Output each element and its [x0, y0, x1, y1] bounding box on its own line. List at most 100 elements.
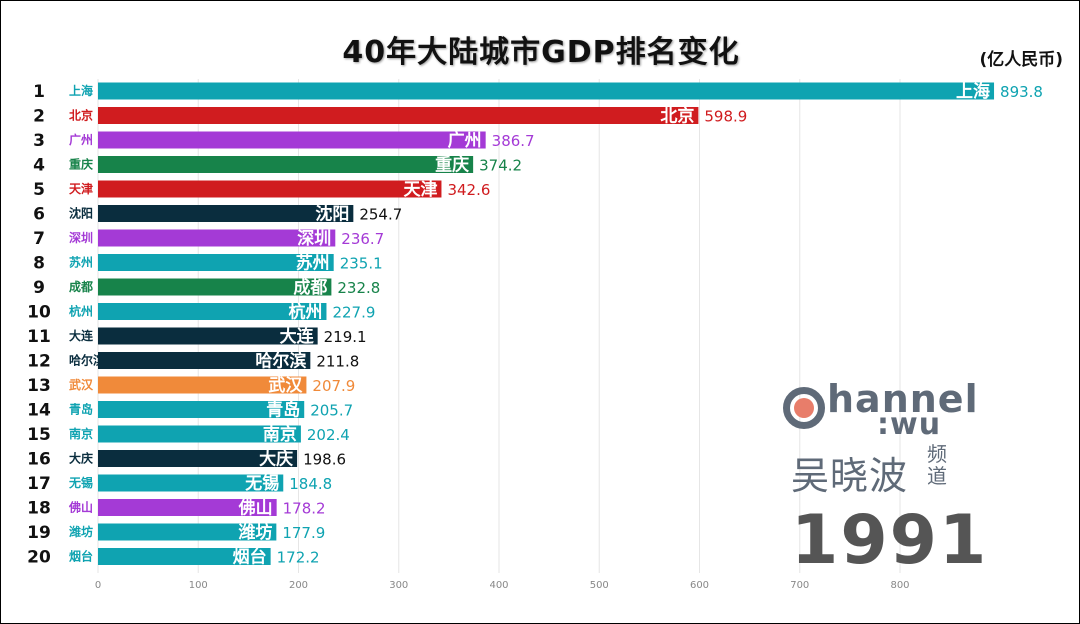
city-axis-label: 青岛 [69, 402, 93, 417]
bar-city-label: 武汉 [268, 375, 303, 396]
rank-label: 13 [27, 376, 51, 396]
bar [98, 548, 271, 565]
rank-label: 14 [27, 401, 51, 421]
x-tick-label: 600 [690, 580, 709, 591]
value-label: 232.8 [337, 279, 380, 297]
bar [98, 450, 298, 467]
bar [98, 82, 995, 100]
bar-city-label: 大连 [280, 326, 315, 347]
city-axis-label: 大庆 [69, 451, 93, 466]
value-label: 178.2 [283, 500, 326, 518]
bar [98, 474, 284, 492]
value-label: 227.9 [332, 304, 375, 322]
city-axis-label: 潍坊 [68, 524, 93, 539]
value-label: 235.1 [340, 255, 383, 273]
rank-label: 19 [27, 523, 51, 543]
x-tick-label: 300 [389, 580, 408, 591]
rank-label: 7 [33, 229, 45, 249]
rank-label: 17 [27, 474, 51, 494]
bar [98, 303, 327, 320]
rank-label: 9 [33, 278, 45, 298]
bar [98, 523, 277, 541]
bar-city-label: 佛山 [238, 498, 273, 519]
x-tick-label: 700 [790, 580, 809, 591]
value-label: 893.8 [1000, 83, 1043, 101]
bar-city-label: 深圳 [297, 228, 331, 249]
bars-group: 1 上海 上海 893.8 2 北京 北京 598.9 3 广州 广州 386.7 4 重庆 重庆 374.2… [27, 81, 1043, 568]
city-axis-label: 南京 [69, 426, 93, 441]
bar-city-label: 青岛 [266, 400, 300, 421]
city-axis-label: 杭州 [69, 304, 93, 319]
bar-city-label: 潍坊 [238, 522, 272, 543]
value-label: 205.7 [310, 402, 353, 420]
city-axis-label: 广州 [69, 132, 93, 147]
bar-city-label: 杭州 [288, 302, 322, 323]
bar-city-label: 重庆 [435, 155, 469, 176]
bar-city-label: 成都 [293, 277, 327, 298]
rank-label: 3 [33, 131, 45, 151]
bar [98, 180, 442, 198]
logo-chinese-name: 吴晓波 [791, 454, 909, 498]
value-label: 177.9 [282, 524, 325, 542]
bar-city-label: 苏州 [296, 253, 330, 274]
city-axis-label: 成都 [69, 279, 93, 294]
city-axis-label: 无锡 [68, 475, 93, 490]
city-axis-label: 沈阳 [69, 206, 93, 221]
bar-city-label: 广州 [448, 130, 482, 151]
rank-label: 4 [33, 156, 45, 176]
value-label: 207.9 [312, 377, 355, 395]
city-axis-label: 武汉 [69, 377, 94, 392]
city-axis-label: 烟台 [69, 549, 93, 564]
value-label: 211.8 [316, 353, 359, 371]
value-label: 202.4 [307, 426, 350, 444]
value-label: 598.9 [704, 108, 747, 126]
unit-label: (亿人民币) [979, 50, 1063, 70]
bar-city-label: 无锡 [244, 473, 279, 494]
value-label: 184.8 [289, 475, 332, 493]
x-tick-label: 500 [590, 580, 609, 591]
value-label: 342.6 [447, 181, 490, 199]
logo-dot-icon [794, 398, 814, 418]
bar [98, 229, 336, 247]
logo-brand-text: hannel [827, 377, 979, 421]
bar [98, 156, 474, 173]
rank-label: 1 [33, 82, 45, 102]
bar [98, 499, 277, 516]
x-tick-label: 400 [489, 580, 508, 591]
bar [98, 425, 301, 443]
gridlines [97, 79, 901, 573]
bar-city-label: 南京 [263, 424, 297, 445]
x-axis-ticks: 0 100 200 300 400 500 600 700 800 [95, 580, 910, 591]
city-axis-label: 北京 [69, 108, 93, 123]
bar [98, 401, 305, 418]
bar-city-label: 大庆 [259, 449, 293, 470]
bar [98, 327, 318, 345]
bar-city-label: 北京 [660, 106, 694, 127]
x-tick-label: 100 [189, 580, 208, 591]
rank-label: 8 [33, 254, 45, 274]
city-axis-label: 哈尔滨 [69, 353, 105, 368]
city-axis-label: 天津 [69, 181, 93, 196]
channel-wu-watermark: hannel :wu 吴晓波 频道 [779, 373, 979, 498]
logo-sub-text: :wu [877, 407, 942, 442]
value-label: 236.7 [341, 230, 384, 248]
value-label: 254.7 [359, 206, 402, 224]
bar [98, 205, 354, 222]
value-label: 219.1 [324, 328, 367, 346]
rank-label: 6 [33, 205, 45, 225]
x-tick-label: 800 [890, 580, 909, 591]
city-axis-label: 深圳 [69, 230, 93, 245]
chart-title: 40年大陆城市GDP排名变化 [342, 35, 740, 70]
value-label: 374.2 [479, 157, 522, 175]
bar [98, 131, 486, 149]
bar [98, 278, 332, 296]
value-label: 172.2 [277, 549, 320, 567]
logo-circle-icon [783, 387, 825, 429]
rank-label: 5 [33, 180, 45, 200]
city-axis-label: 重庆 [69, 157, 93, 172]
rank-label: 11 [27, 327, 51, 347]
rank-label: 15 [27, 425, 51, 445]
rank-label: 20 [27, 548, 51, 568]
